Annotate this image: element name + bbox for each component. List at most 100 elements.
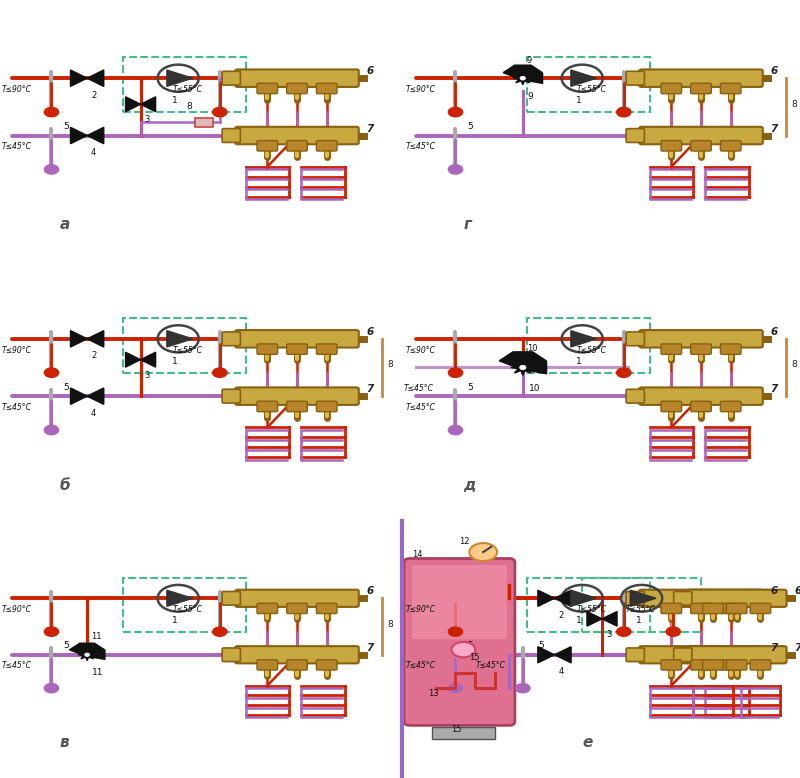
FancyBboxPatch shape [235,647,358,664]
Text: 5: 5 [467,641,473,650]
Text: б: б [59,478,70,493]
Polygon shape [630,591,656,606]
Polygon shape [70,643,94,659]
Text: 8: 8 [387,619,393,629]
FancyBboxPatch shape [686,590,786,607]
Text: 15: 15 [451,725,462,734]
Text: T≤45°C: T≤45°C [406,403,436,412]
Text: 15: 15 [470,653,480,662]
Polygon shape [571,331,597,347]
Polygon shape [587,612,602,626]
FancyBboxPatch shape [317,603,337,614]
FancyBboxPatch shape [235,590,358,607]
FancyBboxPatch shape [690,660,711,670]
Text: T≤45°C: T≤45°C [475,661,506,670]
Circle shape [448,165,462,174]
Polygon shape [126,352,141,367]
Text: 5: 5 [538,641,544,650]
Text: 1: 1 [172,356,178,366]
FancyBboxPatch shape [674,591,692,605]
Text: 8: 8 [791,360,797,370]
Text: 7: 7 [770,643,778,653]
Circle shape [448,684,462,692]
Text: T≤55°C: T≤55°C [626,605,656,614]
Text: 2: 2 [558,611,564,619]
Bar [582,578,701,632]
Circle shape [617,627,631,636]
FancyBboxPatch shape [257,83,278,93]
Text: T≤55°C: T≤55°C [172,605,202,614]
FancyBboxPatch shape [317,141,337,151]
FancyBboxPatch shape [286,660,307,670]
Bar [122,318,246,373]
Text: 11: 11 [92,668,103,678]
Polygon shape [87,331,104,347]
Circle shape [451,642,475,657]
Text: 3: 3 [606,630,611,639]
Polygon shape [87,70,104,86]
FancyBboxPatch shape [222,389,240,403]
Text: 5: 5 [63,383,69,391]
FancyBboxPatch shape [286,401,307,412]
FancyBboxPatch shape [661,344,682,354]
FancyBboxPatch shape [639,127,762,144]
Circle shape [448,426,462,435]
Polygon shape [87,128,104,144]
Circle shape [44,107,58,117]
FancyBboxPatch shape [721,603,741,614]
Text: 7: 7 [794,643,800,653]
Text: 3: 3 [145,115,150,124]
FancyBboxPatch shape [750,603,770,614]
Text: 13: 13 [428,689,438,698]
Circle shape [44,684,58,692]
FancyBboxPatch shape [661,401,682,412]
FancyBboxPatch shape [626,72,644,85]
FancyBboxPatch shape [235,127,358,144]
Polygon shape [81,643,105,659]
Text: T≤90°C: T≤90°C [2,85,32,94]
FancyBboxPatch shape [626,591,644,605]
Circle shape [44,627,58,636]
Circle shape [520,366,526,370]
Text: T≤55°C: T≤55°C [576,345,606,355]
FancyBboxPatch shape [750,660,770,670]
Text: а: а [59,217,70,233]
FancyBboxPatch shape [702,660,723,670]
Text: 11: 11 [91,633,102,641]
FancyBboxPatch shape [690,141,711,151]
FancyBboxPatch shape [639,330,762,348]
Text: 6: 6 [770,327,778,337]
FancyBboxPatch shape [222,591,240,605]
FancyBboxPatch shape [317,660,337,670]
FancyBboxPatch shape [222,648,240,661]
Text: 7: 7 [366,643,374,653]
Bar [526,318,650,373]
Text: T≤55°C: T≤55°C [576,85,606,94]
FancyBboxPatch shape [235,69,358,87]
FancyBboxPatch shape [726,603,747,614]
Circle shape [666,627,681,636]
Text: 10: 10 [529,384,540,393]
Text: 1: 1 [576,615,582,625]
FancyBboxPatch shape [661,603,682,614]
FancyBboxPatch shape [674,648,692,661]
Text: 3: 3 [145,371,150,380]
Text: 1: 1 [576,96,582,105]
Text: 5: 5 [467,383,473,391]
FancyBboxPatch shape [286,603,307,614]
Text: 4: 4 [91,408,96,418]
Polygon shape [503,65,530,82]
Polygon shape [167,70,193,86]
Polygon shape [516,65,542,82]
Text: 4: 4 [91,148,96,157]
Polygon shape [511,361,546,373]
Text: е: е [582,735,593,750]
Text: T≤45°C: T≤45°C [2,403,32,412]
FancyBboxPatch shape [639,647,762,664]
FancyBboxPatch shape [286,344,307,354]
Text: T≤90°C: T≤90°C [2,345,32,355]
Text: 1: 1 [636,615,642,625]
FancyBboxPatch shape [661,83,682,93]
Polygon shape [514,352,532,375]
Text: T≤45°C: T≤45°C [406,142,436,151]
